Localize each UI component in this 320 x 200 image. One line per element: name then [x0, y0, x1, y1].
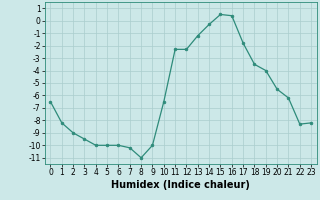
X-axis label: Humidex (Indice chaleur): Humidex (Indice chaleur)	[111, 180, 250, 190]
